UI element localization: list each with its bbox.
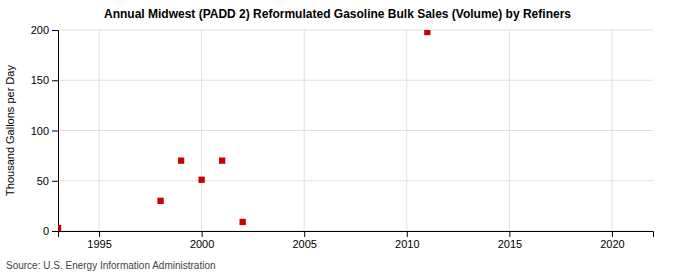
grid-line-y: [58, 180, 653, 181]
x-axis-tick-mark: [612, 231, 613, 237]
point: [219, 157, 225, 163]
x-axis-tick: 2005: [292, 231, 316, 250]
x-axis-tick: 2020: [600, 231, 624, 250]
y-axis-tick-mark: [52, 80, 58, 81]
title: Annual Midwest (PADD 2) Reformulated Gas…: [104, 7, 571, 21]
x-axis: 1995 2000 2005 2010 2015 2020: [59, 231, 654, 250]
y-axis-tick-mark: [52, 181, 58, 182]
y-axis-tick-mark: [52, 231, 58, 232]
x-axis-line: [59, 232, 654, 238]
y-axis-tick-label: 100: [31, 125, 49, 137]
x-axis-tick-mark: [509, 231, 510, 237]
point: [239, 219, 245, 225]
grid: [58, 30, 653, 231]
y-axis-tick-label: 50: [37, 175, 49, 187]
grid-line-y: [58, 130, 653, 131]
x-axis-tick-label: 1995: [87, 238, 111, 250]
point: [58, 225, 61, 231]
x-axis-tick-mark: [202, 231, 203, 237]
y-axis-tick-label: 200: [31, 24, 49, 36]
y-axis-title: Thousand Gallons per Day: [4, 65, 16, 196]
y-axis-tick: 100: [31, 125, 58, 137]
point: [178, 157, 184, 163]
x-axis-tick-label: 2010: [395, 238, 419, 250]
y-axis-tick: 50: [37, 175, 58, 187]
x-axis-tick-label: 2000: [190, 238, 214, 250]
point: [424, 30, 430, 35]
y-axis: 0 50 100 150 200: [31, 24, 59, 237]
y-axis-tick-mark: [52, 131, 58, 132]
x-axis-tick: 2010: [395, 231, 419, 250]
y-axis-tick: 0: [43, 225, 58, 237]
x-axis-tick-label: 2020: [600, 238, 624, 250]
x-axis-tick: 1995: [87, 231, 111, 250]
point: [198, 177, 204, 183]
y-axis-line: [52, 31, 59, 232]
x-axis-tick-mark: [407, 231, 408, 237]
points: [58, 30, 430, 231]
x-axis-tick: 2015: [498, 231, 522, 250]
plot-area: 1995 2000 2005 2010 2015 2020 0 50 100 150 200: [31, 24, 654, 250]
y-axis-tick-mark: [52, 30, 58, 31]
x-axis-tick-mark: [304, 231, 305, 237]
grid-line-y: [58, 30, 653, 31]
chart: 1995 2000 2005 2010 2015 2020 0 50 100 150 200 Annu…: [0, 0, 675, 275]
x-axis-tick-label: 2005: [292, 238, 316, 250]
y-axis-tick-label: 150: [31, 74, 49, 86]
y-axis-tick: 150: [31, 74, 58, 86]
x-axis-tick-mark: [99, 231, 100, 237]
y-axis-tick-label: 0: [43, 225, 49, 237]
point: [157, 198, 163, 204]
x-axis-tick: 2000: [190, 231, 214, 250]
source: Source: U.S. Energy Information Administ…: [6, 260, 216, 271]
grid-line-y: [58, 80, 653, 81]
x-axis-tick-label: 2015: [498, 238, 522, 250]
y-axis-tick: 200: [31, 24, 58, 36]
